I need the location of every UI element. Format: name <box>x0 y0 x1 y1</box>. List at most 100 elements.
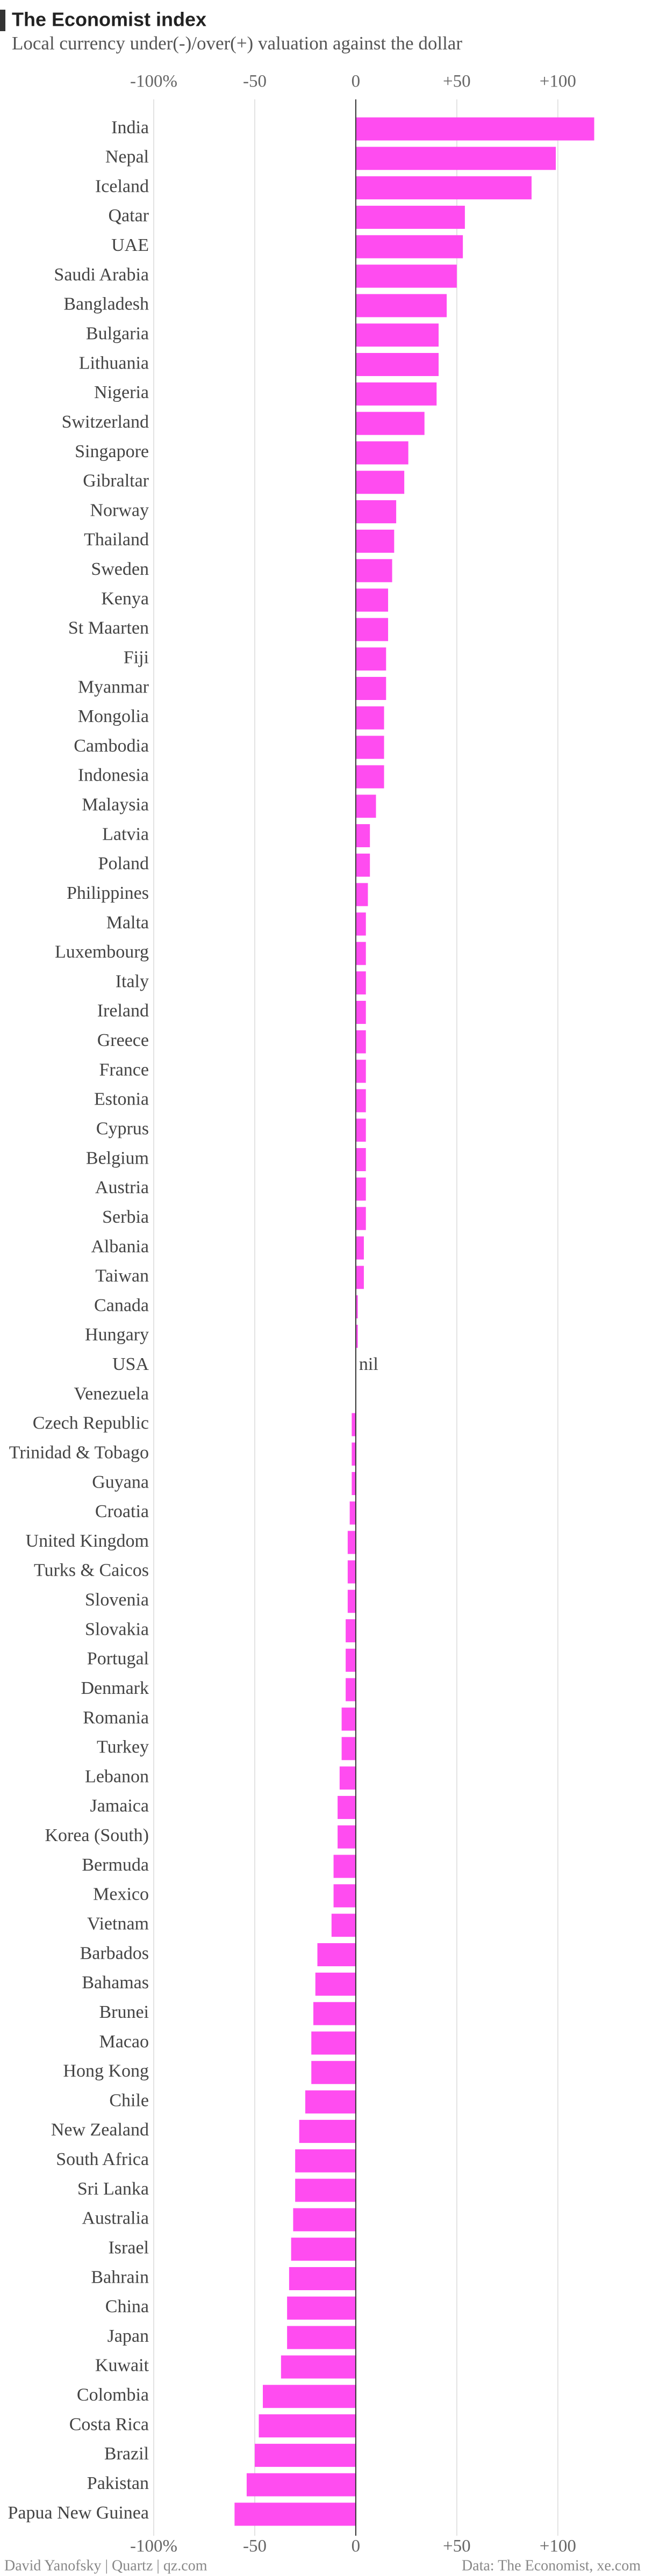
y-tick-label: Colombia <box>77 2385 149 2405</box>
bar <box>355 1236 364 1260</box>
bar <box>355 147 556 170</box>
bar <box>311 2031 356 2055</box>
bar <box>287 2326 356 2349</box>
bar <box>355 294 447 318</box>
bar <box>259 2414 356 2438</box>
bar <box>355 382 437 406</box>
bar <box>355 1324 358 1348</box>
y-tick-label: Japan <box>108 2326 149 2346</box>
y-tick-label: USA <box>112 1354 149 1374</box>
y-tick-label: Poland <box>98 854 149 874</box>
bar <box>254 2443 356 2467</box>
bar <box>355 559 392 582</box>
y-tick-label: Qatar <box>108 206 149 226</box>
y-tick-label: Austria <box>95 1178 149 1197</box>
y-tick-label: Turks & Caicos <box>34 1561 149 1581</box>
x-tick-label: -50 <box>243 2537 267 2556</box>
y-tick-label: Papua New Guinea <box>8 2503 149 2523</box>
y-tick-label: Albania <box>91 1237 149 1257</box>
bar <box>355 735 384 759</box>
y-tick-label: Nigeria <box>94 383 149 402</box>
y-tick-label: Malaysia <box>82 795 149 815</box>
bar <box>355 323 439 347</box>
y-tick-label: New Zealand <box>51 2120 149 2140</box>
y-tick-label: Bahamas <box>82 1973 149 1993</box>
y-tick-label: Thailand <box>84 530 149 550</box>
x-tick-label: -100% <box>130 72 177 91</box>
y-tick-label: Malta <box>106 913 149 933</box>
x-tick-label: +100 <box>540 72 576 91</box>
bar <box>352 1413 356 1437</box>
bar <box>234 2502 356 2526</box>
y-tick-label: Mexico <box>93 1885 149 1904</box>
y-tick-label: Nepal <box>105 147 149 167</box>
bar <box>331 1914 356 1937</box>
bar <box>341 1707 356 1731</box>
y-tick-label: Korea (South) <box>45 1825 149 1845</box>
bar <box>355 1000 366 1024</box>
y-tick-label: Slovakia <box>85 1619 149 1639</box>
bar <box>299 2119 356 2143</box>
y-tick-label: Indonesia <box>78 766 149 785</box>
bar <box>355 942 366 965</box>
bar <box>355 1119 366 1142</box>
y-tick-label: Sri Lanka <box>77 2179 149 2199</box>
bar <box>355 1089 366 1113</box>
y-tick-label: Sweden <box>91 559 149 579</box>
bar <box>355 765 384 789</box>
bar <box>355 883 368 906</box>
y-tick-label: Hong Kong <box>63 2061 149 2081</box>
y-tick-label: Belgium <box>86 1148 149 1168</box>
bar <box>355 412 425 435</box>
bar <box>355 1030 366 1054</box>
bar <box>347 1560 356 1584</box>
bar <box>355 1177 366 1201</box>
bar <box>355 235 463 258</box>
y-tick-label: Canada <box>94 1295 149 1315</box>
value-label: nil <box>359 1354 378 1374</box>
x-tick-label: -100% <box>130 2537 177 2556</box>
y-tick-label: Macao <box>99 2032 149 2052</box>
y-tick-label: Iceland <box>95 176 149 196</box>
y-tick-label: Israel <box>108 2238 149 2257</box>
y-tick-label: Taiwan <box>95 1266 149 1286</box>
y-tick-label: Italy <box>116 971 149 991</box>
bar <box>346 1619 356 1643</box>
bar <box>262 2385 356 2408</box>
y-tick-label: Estonia <box>94 1089 149 1109</box>
bar <box>333 1884 356 1908</box>
bar <box>355 676 386 700</box>
y-tick-label: Chile <box>109 2090 149 2110</box>
bar <box>295 2149 356 2173</box>
y-tick-label: Cambodia <box>74 736 149 756</box>
bar <box>346 1678 356 1701</box>
y-tick-label: Brazil <box>104 2444 149 2464</box>
x-tick-label: 0 <box>352 2537 361 2556</box>
y-tick-label: Barbados <box>80 1943 149 1963</box>
y-tick-label: France <box>99 1060 149 1080</box>
y-tick-label: St Maarten <box>68 618 149 638</box>
y-tick-label: Saudi Arabia <box>54 265 149 285</box>
bar <box>355 795 376 818</box>
y-tick-label: Hungary <box>85 1325 149 1345</box>
bar <box>355 205 465 229</box>
x-tick-label: +50 <box>443 2537 471 2556</box>
bar <box>347 1590 356 1613</box>
y-tick-label: Ireland <box>97 1001 149 1021</box>
bar <box>355 441 408 465</box>
y-tick-label: Lithuania <box>79 353 149 373</box>
bar <box>305 2090 356 2114</box>
title-marker <box>0 10 5 31</box>
bar <box>355 1059 366 1083</box>
bar <box>341 1737 356 1760</box>
y-tick-label: Jamaica <box>90 1796 149 1816</box>
bar <box>352 1471 356 1495</box>
x-tick-label: +100 <box>540 2537 576 2556</box>
y-tick-label: Brunei <box>99 2002 149 2022</box>
y-tick-label: Cyprus <box>96 1119 149 1139</box>
bar <box>349 1501 356 1525</box>
bar <box>338 1795 356 1819</box>
y-tick-label: Bahrain <box>91 2267 149 2287</box>
bar <box>355 853 370 877</box>
